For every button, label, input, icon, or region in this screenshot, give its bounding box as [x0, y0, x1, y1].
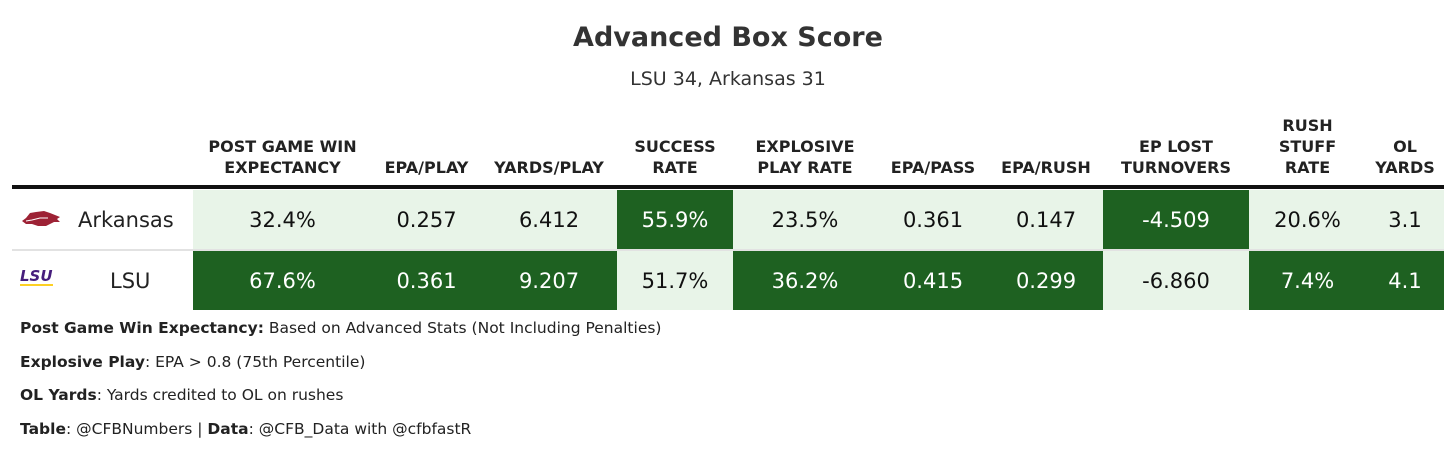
note-label: Explosive Play [20, 353, 145, 371]
column-header-line: EPA/PLAY [384, 158, 469, 177]
column-header-line: EPA/RUSH [1001, 158, 1091, 177]
team-name: LSU [110, 268, 151, 293]
column-header-line: SUCCESS [634, 137, 716, 156]
table-cell: 0.257 [372, 190, 481, 249]
table-cell: -6.860 [1103, 251, 1249, 310]
table-cell: 51.7% [617, 251, 733, 310]
column-header: EP LOST TURNOVERS [1103, 136, 1249, 178]
column-header: EPA/PASS [877, 157, 989, 178]
column-header: EPA/RUSH [989, 157, 1103, 178]
column-header-line: RUSH [1282, 116, 1333, 135]
note-text: : EPA > 0.8 (75th Percentile) [144, 353, 366, 371]
arkansas-razorback-logo-icon [20, 209, 62, 233]
table-cell: 0.361 [372, 251, 481, 310]
table-cell: 0.299 [989, 251, 1103, 310]
column-header-line: OL [1393, 137, 1417, 156]
column-header-line: EXPECTANCY [224, 158, 341, 177]
column-header-line: YARDS/PLAY [494, 158, 604, 177]
column-header-line: EPA/PASS [890, 158, 976, 177]
chart-title: Advanced Box Score [573, 22, 883, 53]
table-cell: 23.5% [733, 190, 877, 249]
note-label: Table [20, 420, 66, 438]
note-credits: Table: @CFBNumbers | Data: @CFB_Data wit… [20, 420, 471, 438]
column-header: EPA/PLAY [372, 157, 481, 178]
note-ol-yards: OL Yards: Yards credited to OL on rushes [20, 386, 343, 404]
table-cell: 0.415 [877, 251, 989, 310]
table-cell: 0.361 [877, 190, 989, 249]
header-rule [12, 185, 1444, 189]
chart-subtitle: LSU 34, Arkansas 31 [630, 68, 826, 90]
note-label: Data [207, 420, 249, 438]
column-header-line: EP LOST [1139, 137, 1213, 156]
note-text: : Yards credited to OL on rushes [96, 386, 344, 404]
note-text: : @CFBNumbers | [65, 420, 208, 438]
column-header: SUCCESS RATE [617, 136, 733, 178]
table-cell: 4.1 [1366, 251, 1444, 310]
column-header-line: POST GAME WIN [208, 137, 357, 156]
table-cell: 3.1 [1366, 190, 1444, 249]
team-name: Arkansas [78, 207, 174, 232]
note-win-expectancy: Post Game Win Expectancy: Based on Advan… [20, 319, 661, 337]
note-text: : @CFB_Data with @cfbfastR [248, 420, 472, 438]
lsu-logo-icon: LSU [20, 267, 53, 286]
table-cell: 9.207 [481, 251, 617, 310]
column-header: RUSH STUFF RATE [1249, 115, 1366, 178]
table-cell: 55.9% [617, 190, 733, 249]
column-header-line: RATE [1284, 158, 1331, 177]
column-header-line: EXPLOSIVE [755, 137, 855, 156]
note-label: Post Game Win Expectancy: [20, 319, 264, 337]
table-cell: -4.509 [1103, 190, 1249, 249]
table-cell: 67.6% [193, 251, 372, 310]
column-header-line: YARDS [1375, 158, 1435, 177]
column-header: POST GAME WIN EXPECTANCY [193, 136, 372, 178]
table-cell: 0.147 [989, 190, 1103, 249]
column-header: EXPLOSIVE PLAY RATE [733, 136, 877, 178]
column-header-line: PLAY RATE [757, 158, 853, 177]
table-cell: 32.4% [193, 190, 372, 249]
column-header: OL YARDS [1366, 136, 1444, 178]
column-header: YARDS/PLAY [481, 157, 617, 178]
column-header-line: RATE [652, 158, 698, 177]
table-cell: 20.6% [1249, 190, 1366, 249]
note-explosive-play: Explosive Play: EPA > 0.8 (75th Percenti… [20, 353, 365, 371]
column-header-line: TURNOVERS [1121, 158, 1231, 177]
note-text: Based on Advanced Stats (Not Including P… [263, 319, 662, 337]
table-cell: 6.412 [481, 190, 617, 249]
row-separator [12, 249, 1444, 251]
table-cell: 7.4% [1249, 251, 1366, 310]
column-header-line: STUFF [1278, 137, 1337, 156]
note-label: OL Yards [20, 386, 97, 404]
table-cell: 36.2% [733, 251, 877, 310]
